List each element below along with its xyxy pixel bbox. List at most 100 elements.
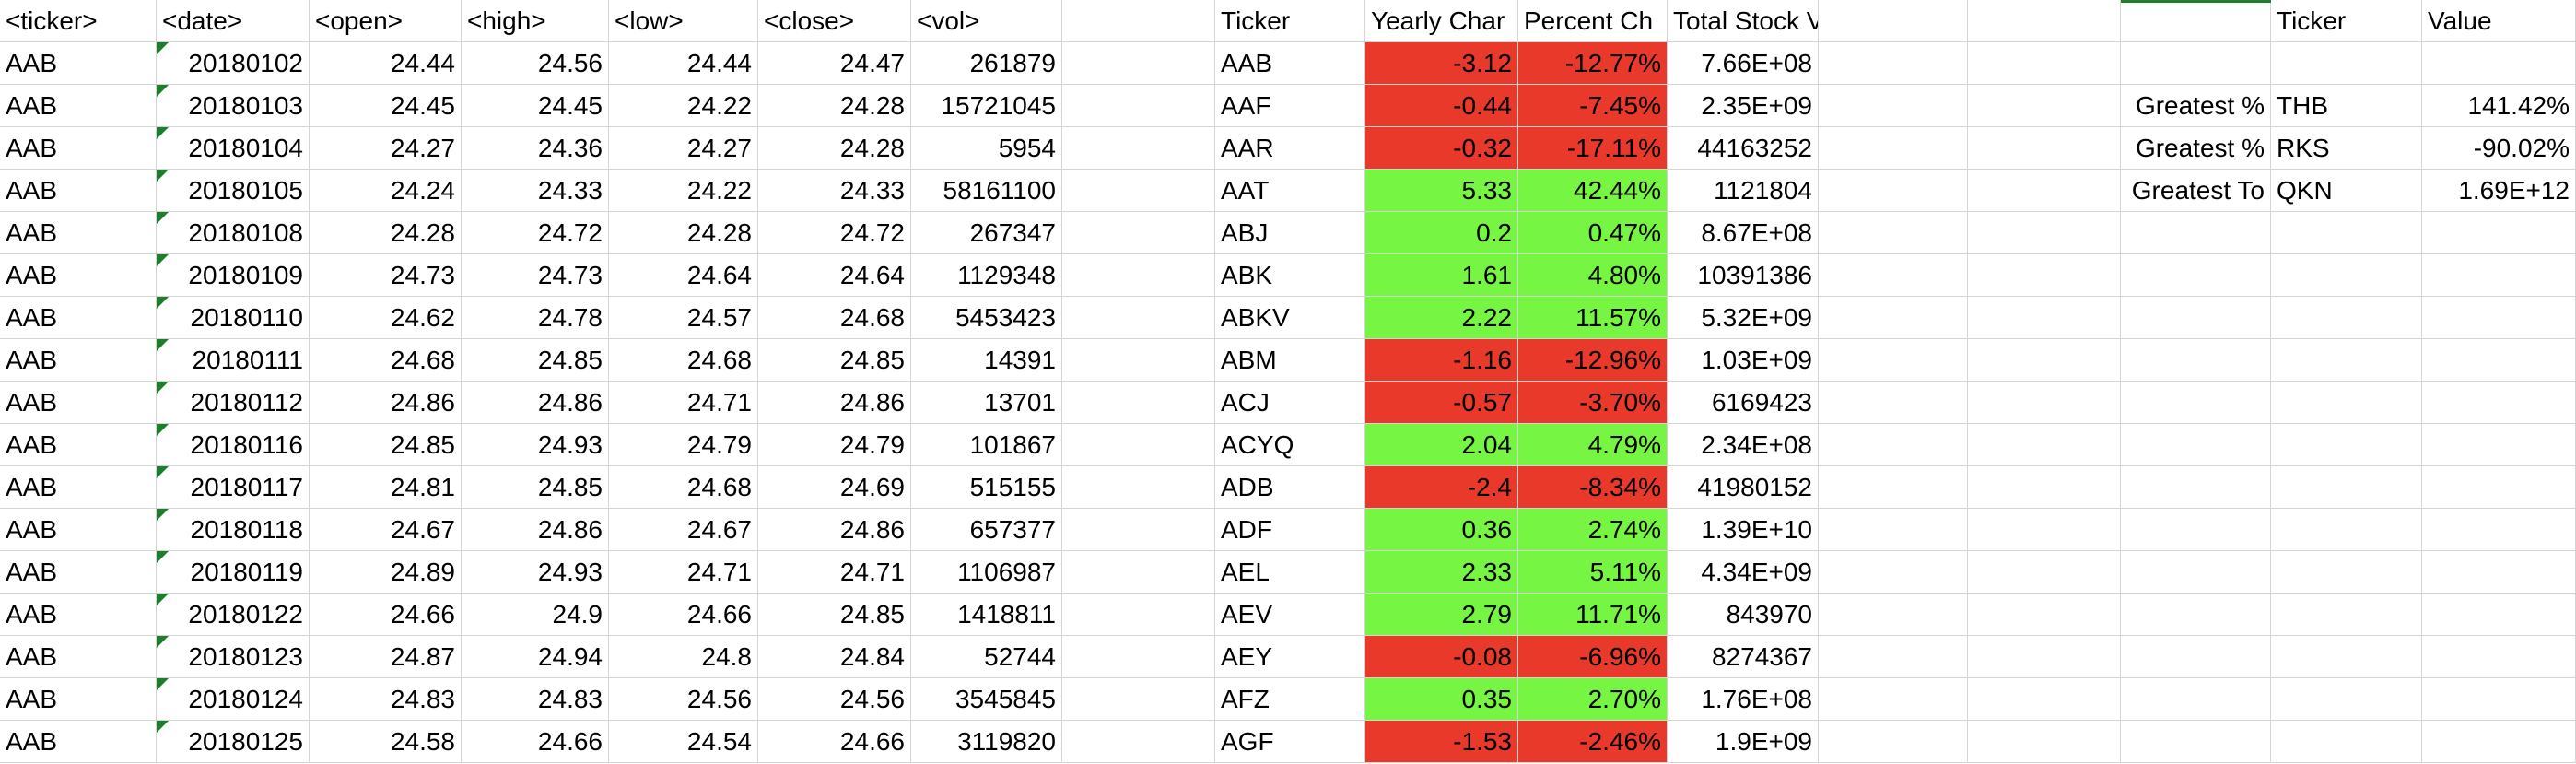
empty-cell[interactable] [2271, 594, 2422, 636]
date-cell[interactable]: 20180119 [157, 551, 310, 594]
yearly-change-cell[interactable]: 0.2 [1365, 212, 1518, 254]
empty-cell[interactable] [1062, 424, 1215, 466]
empty-cell[interactable] [1819, 721, 1968, 763]
date-cell[interactable]: 20180110 [157, 297, 310, 339]
summary-ticker-cell[interactable]: AAT [1215, 170, 1365, 212]
total-volume-cell[interactable]: 41980152 [1668, 466, 1819, 509]
total-volume-cell[interactable]: 1121804 [1668, 170, 1819, 212]
value-cell[interactable]: 24.45 [310, 85, 462, 127]
value-cell[interactable]: 24.72 [758, 212, 911, 254]
empty-cell[interactable] [1968, 170, 2121, 212]
empty-cell[interactable] [2422, 424, 2576, 466]
value-cell[interactable]: 24.64 [609, 254, 758, 297]
value-cell[interactable]: 24.44 [609, 42, 758, 85]
value-cell[interactable]: 13701 [911, 382, 1062, 424]
value-cell[interactable]: 24.57 [609, 297, 758, 339]
date-cell[interactable]: 20180105 [157, 170, 310, 212]
column-header-cell[interactable]: <date> [157, 0, 310, 42]
empty-cell[interactable] [2422, 297, 2576, 339]
yearly-change-cell[interactable]: -2.4 [1365, 466, 1518, 509]
percent-change-cell[interactable]: 11.57% [1518, 297, 1668, 339]
empty-cell[interactable] [1819, 170, 1968, 212]
yearly-change-cell[interactable]: 0.36 [1365, 509, 1518, 551]
value-cell[interactable]: 5453423 [911, 297, 1062, 339]
date-cell[interactable]: 20180118 [157, 509, 310, 551]
value-cell[interactable]: 24.78 [462, 297, 609, 339]
value-cell[interactable]: 1106987 [911, 551, 1062, 594]
ticker-cell[interactable]: AAB [0, 297, 157, 339]
ticker-cell[interactable]: AAB [0, 339, 157, 382]
total-volume-cell[interactable]: 1.9E+09 [1668, 721, 1819, 763]
empty-cell[interactable] [1968, 678, 2121, 721]
empty-cell[interactable] [1062, 551, 1215, 594]
value-cell[interactable]: 24.56 [609, 678, 758, 721]
empty-cell[interactable] [2121, 424, 2271, 466]
empty-cell[interactable] [2121, 551, 2271, 594]
column-header-cell[interactable]: <open> [310, 0, 462, 42]
percent-change-cell[interactable]: 11.71% [1518, 594, 1668, 636]
empty-cell[interactable] [2422, 339, 2576, 382]
summary-ticker-cell[interactable]: ABM [1215, 339, 1365, 382]
greatest-header-cell[interactable]: Value [2422, 0, 2576, 42]
empty-cell[interactable] [2121, 509, 2271, 551]
percent-change-cell[interactable]: 2.70% [1518, 678, 1668, 721]
date-cell[interactable]: 20180117 [157, 466, 310, 509]
value-cell[interactable]: 52744 [911, 636, 1062, 678]
summary-header-cell[interactable]: Percent Ch [1518, 0, 1668, 42]
total-volume-cell[interactable]: 2.34E+08 [1668, 424, 1819, 466]
yearly-change-cell[interactable]: 2.79 [1365, 594, 1518, 636]
value-cell[interactable]: 261879 [911, 42, 1062, 85]
value-cell[interactable]: 24.73 [310, 254, 462, 297]
empty-cell[interactable] [1819, 212, 1968, 254]
date-cell[interactable]: 20180104 [157, 127, 310, 170]
empty-cell[interactable] [1968, 339, 2121, 382]
value-cell[interactable]: 24.36 [462, 127, 609, 170]
ticker-cell[interactable]: AAB [0, 636, 157, 678]
empty-cell[interactable] [2271, 721, 2422, 763]
summary-header-cell[interactable]: Total Stock Volume [1668, 0, 1819, 42]
value-cell[interactable]: 1129348 [911, 254, 1062, 297]
empty-cell[interactable] [2121, 254, 2271, 297]
percent-change-cell[interactable]: -12.77% [1518, 42, 1668, 85]
value-cell[interactable]: 24.71 [609, 382, 758, 424]
empty-cell[interactable] [2422, 254, 2576, 297]
date-cell[interactable]: 20180124 [157, 678, 310, 721]
ticker-cell[interactable]: AAB [0, 382, 157, 424]
empty-cell[interactable] [1062, 466, 1215, 509]
value-cell[interactable]: 24.27 [310, 127, 462, 170]
value-cell[interactable]: 24.24 [310, 170, 462, 212]
yearly-change-cell[interactable]: 1.61 [1365, 254, 1518, 297]
greatest-value-cell[interactable]: 141.42% [2422, 85, 2576, 127]
summary-header-cell[interactable]: Ticker [1215, 0, 1365, 42]
empty-cell[interactable] [1968, 0, 2121, 42]
greatest-value-cell[interactable]: -90.02% [2422, 127, 2576, 170]
empty-cell[interactable] [1062, 127, 1215, 170]
total-volume-cell[interactable]: 1.39E+10 [1668, 509, 1819, 551]
greatest-ticker-cell[interactable]: RKS [2271, 127, 2422, 170]
date-cell[interactable]: 20180109 [157, 254, 310, 297]
summary-ticker-cell[interactable]: ABJ [1215, 212, 1365, 254]
value-cell[interactable]: 24.27 [609, 127, 758, 170]
total-volume-cell[interactable]: 5.32E+09 [1668, 297, 1819, 339]
empty-cell[interactable] [1968, 509, 2121, 551]
total-volume-cell[interactable]: 2.35E+09 [1668, 85, 1819, 127]
empty-cell[interactable] [2121, 466, 2271, 509]
value-cell[interactable]: 24.67 [310, 509, 462, 551]
value-cell[interactable]: 24.28 [310, 212, 462, 254]
greatest-label-cell[interactable]: Greatest % [2121, 127, 2271, 170]
greatest-label-cell[interactable]: Greatest % [2121, 85, 2271, 127]
ticker-cell[interactable]: AAB [0, 254, 157, 297]
percent-change-cell[interactable]: -6.96% [1518, 636, 1668, 678]
value-cell[interactable]: 24.56 [462, 42, 609, 85]
percent-change-cell[interactable]: 2.74% [1518, 509, 1668, 551]
empty-cell[interactable] [2121, 382, 2271, 424]
empty-cell[interactable] [2422, 212, 2576, 254]
summary-ticker-cell[interactable]: AEL [1215, 551, 1365, 594]
date-cell[interactable]: 20180111 [157, 339, 310, 382]
column-header-cell[interactable]: <low> [609, 0, 758, 42]
total-volume-cell[interactable]: 7.66E+08 [1668, 42, 1819, 85]
greatest-label-cell[interactable]: Greatest To [2121, 170, 2271, 212]
value-cell[interactable]: 24.8 [609, 636, 758, 678]
empty-cell[interactable] [1968, 212, 2121, 254]
percent-change-cell[interactable]: 4.80% [1518, 254, 1668, 297]
